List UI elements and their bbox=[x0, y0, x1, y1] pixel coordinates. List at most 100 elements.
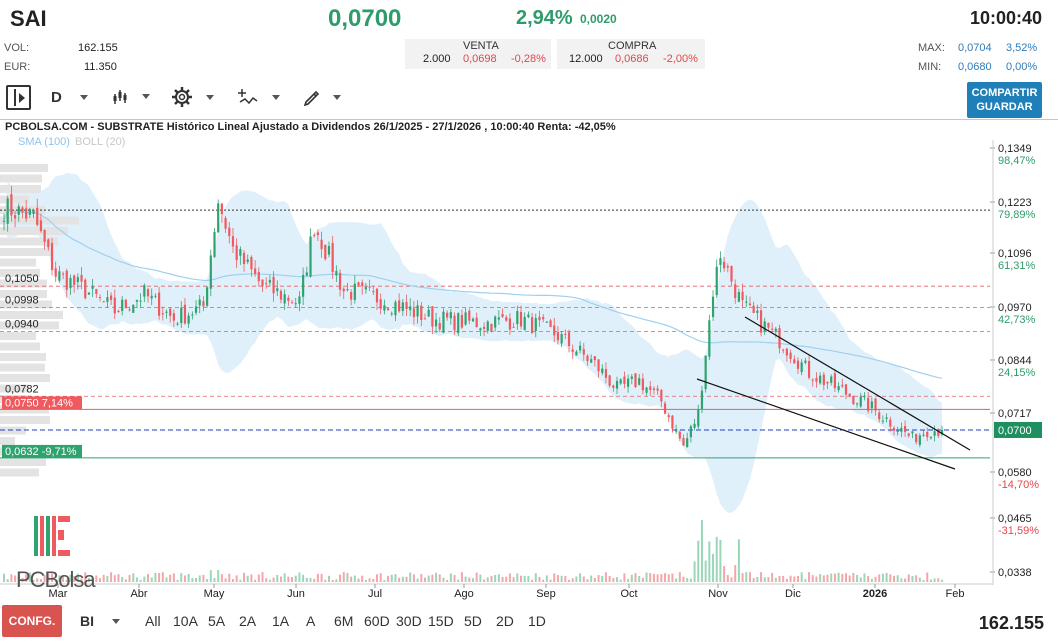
volume-bar bbox=[261, 572, 264, 582]
volume-bar bbox=[76, 573, 79, 582]
last-update-time: 10:00:40 bbox=[969, 8, 1042, 28]
volume-bar bbox=[460, 572, 463, 582]
volume-bar bbox=[43, 575, 46, 582]
price-axis-pct: 79,89% bbox=[998, 209, 1036, 221]
candle-body bbox=[671, 415, 674, 429]
timeframe-5a[interactable]: 5A bbox=[208, 613, 226, 629]
volume-bar bbox=[246, 575, 249, 582]
volume-bar bbox=[490, 575, 493, 582]
candle-body bbox=[442, 311, 445, 333]
save-label: GUARDAR bbox=[976, 101, 1033, 113]
timeframe-1d[interactable]: 1D bbox=[528, 613, 546, 629]
bi-selector[interactable]: BI bbox=[80, 613, 120, 629]
volume-bar bbox=[276, 575, 279, 582]
timeframe-5d[interactable]: 5D bbox=[464, 613, 482, 629]
candle-body bbox=[874, 398, 877, 411]
candle-body bbox=[453, 315, 456, 331]
volume-bar bbox=[483, 579, 486, 582]
timeframe-2d[interactable]: 2D bbox=[496, 613, 514, 629]
candle-body bbox=[700, 390, 704, 409]
volume-bar bbox=[202, 574, 205, 582]
volume-bar bbox=[464, 576, 467, 582]
indicators-selector[interactable] bbox=[238, 89, 280, 105]
volume-bar bbox=[420, 574, 423, 582]
volume-bar bbox=[161, 572, 164, 582]
volume-bar bbox=[693, 561, 696, 582]
time-axis-label: Jun bbox=[287, 588, 305, 600]
share-save-button[interactable]: COMPARTIR GUARDAR bbox=[967, 82, 1042, 118]
volume-bar bbox=[449, 573, 452, 582]
timeframe-60d[interactable]: 60D bbox=[364, 613, 390, 629]
volume-bar bbox=[106, 575, 109, 582]
compra-label: COMPRA bbox=[608, 40, 657, 52]
candle-body bbox=[523, 316, 526, 331]
candle-body bbox=[246, 259, 249, 262]
candle-body bbox=[926, 432, 929, 438]
timeframe-30d[interactable]: 30D bbox=[396, 613, 422, 629]
settings-selector[interactable] bbox=[172, 87, 214, 107]
config-button[interactable]: CONFG. bbox=[2, 605, 62, 637]
price-axis-pct: -14,70% bbox=[998, 479, 1039, 491]
timeframe-1a[interactable]: 1A bbox=[272, 613, 290, 629]
volume-bar bbox=[689, 578, 692, 582]
candle-body bbox=[501, 314, 504, 317]
volume-bar bbox=[213, 578, 216, 582]
candle-body bbox=[217, 203, 220, 233]
candle-body bbox=[423, 318, 427, 320]
price-axis-label: 0,0465 bbox=[998, 513, 1032, 525]
drawing-selector[interactable] bbox=[303, 88, 341, 106]
candle-body bbox=[630, 376, 633, 379]
volume-bar bbox=[84, 572, 87, 582]
compra-box: COMPRA 12.000 0,0686 -2,00% bbox=[557, 39, 705, 69]
timeframe-a[interactable]: A bbox=[306, 613, 316, 629]
volume-bar bbox=[209, 570, 212, 582]
candle-body bbox=[158, 292, 161, 316]
candle-body bbox=[276, 288, 279, 292]
candle-body bbox=[804, 360, 807, 363]
volume-bar bbox=[723, 566, 726, 582]
bi-label: BI bbox=[80, 613, 94, 629]
volume-bar bbox=[87, 577, 90, 582]
volume-bar bbox=[401, 576, 404, 582]
chart-type-selector[interactable] bbox=[112, 88, 150, 104]
timeframe-15d[interactable]: 15D bbox=[428, 613, 454, 629]
candle-body bbox=[28, 208, 31, 215]
timeframe-10a[interactable]: 10A bbox=[173, 613, 198, 629]
volume-bar bbox=[641, 577, 644, 582]
candle-body bbox=[859, 396, 862, 407]
candle-body bbox=[73, 275, 76, 285]
period-selector[interactable]: D bbox=[51, 89, 88, 106]
timeframe-2a[interactable]: 2A bbox=[239, 613, 257, 629]
candle-body bbox=[745, 301, 748, 303]
volume-bar bbox=[933, 578, 936, 582]
volume-bar bbox=[305, 577, 308, 582]
price-axis-label: 0,0844 bbox=[998, 355, 1032, 367]
candle-body bbox=[464, 312, 467, 325]
candle-body bbox=[187, 315, 190, 324]
volume-bar bbox=[937, 578, 940, 582]
volume-bar bbox=[911, 576, 914, 582]
candle-body bbox=[121, 299, 124, 311]
panel-toggle-icon[interactable] bbox=[6, 85, 31, 110]
chevron-down-icon bbox=[79, 95, 88, 100]
volume-bar bbox=[121, 576, 124, 582]
timeframe-all[interactable]: All bbox=[145, 613, 161, 629]
candle-body bbox=[379, 299, 382, 309]
volume-bar bbox=[660, 574, 663, 582]
period-label: D bbox=[51, 89, 62, 106]
candle-body bbox=[361, 282, 364, 287]
price-axis-label: 0,0580 bbox=[998, 467, 1032, 479]
candle-body bbox=[287, 297, 290, 301]
chevron-down-icon bbox=[112, 618, 120, 624]
volume-bar bbox=[896, 575, 899, 582]
volume-bar bbox=[268, 579, 271, 582]
volume-bar bbox=[302, 574, 305, 582]
candle-body bbox=[870, 401, 873, 409]
candle-body bbox=[719, 258, 722, 265]
candle-body bbox=[730, 266, 733, 282]
timeframe-6m[interactable]: 6M bbox=[334, 613, 354, 629]
volume-bar bbox=[568, 579, 571, 582]
candle-body bbox=[471, 318, 475, 322]
time-axis-label: Dic bbox=[785, 588, 801, 600]
